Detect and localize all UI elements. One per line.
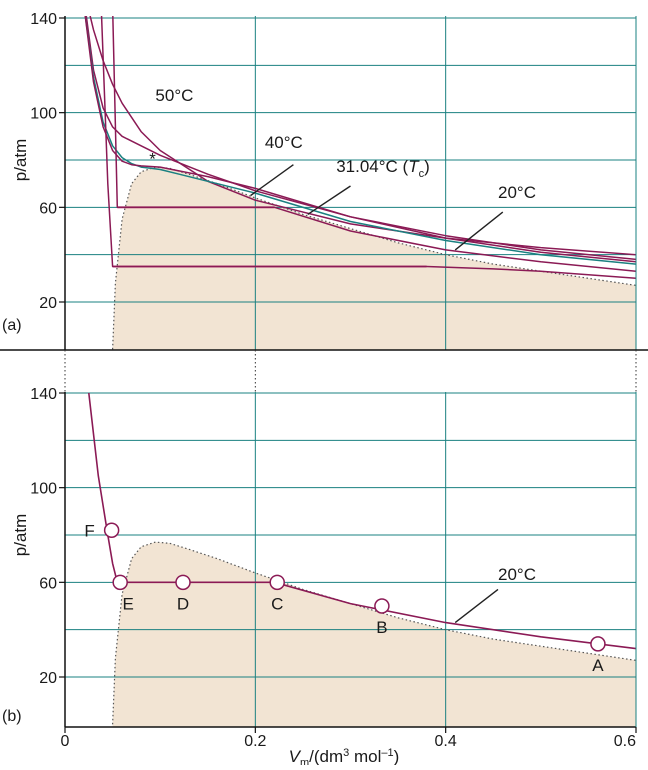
x-tick-label-b: 0.6 xyxy=(614,733,636,750)
annotation-a-part: 31.04°C ( xyxy=(336,157,408,176)
x-axis-label-part-4: mol xyxy=(349,747,381,765)
annotation-a-0: 50°C xyxy=(155,86,193,105)
state-point-label-b: B xyxy=(376,618,387,637)
annotation-a-sub: c xyxy=(419,168,425,180)
x-axis-label-part-3: 3 xyxy=(343,747,349,759)
y-tick-label-a: 60 xyxy=(39,200,57,217)
isotherm-line-a-4 xyxy=(112,16,636,272)
y-tick-label-b: 140 xyxy=(30,386,57,403)
state-point-label-f: F xyxy=(84,521,94,540)
x-axis-label-part-2: /(dm xyxy=(309,747,343,765)
state-point-label-d: D xyxy=(177,594,189,613)
state-point-a xyxy=(590,636,606,652)
leader-line-a-2 xyxy=(454,211,504,251)
coexistence-region-b xyxy=(112,542,636,727)
y-tick-label-b: 20 xyxy=(39,670,57,687)
state-point-b xyxy=(374,598,390,614)
panel-label-b: (b) xyxy=(2,708,22,725)
state-point-f xyxy=(103,522,120,539)
leader-line-a-0 xyxy=(250,164,294,197)
x-axis-label-part-0: V xyxy=(289,747,302,765)
annotation-a-close: ) xyxy=(424,157,430,176)
x-tick-label-b: 0 xyxy=(61,733,70,750)
leader-line-a-1 xyxy=(307,185,351,215)
y-axis-label-b: p/atm xyxy=(11,514,30,557)
annotation-a-4: * xyxy=(149,150,156,169)
state-point-e xyxy=(112,574,128,591)
state-point-d xyxy=(175,574,191,591)
panel-a-plot xyxy=(65,16,636,350)
x-axis-label-part-1: m xyxy=(300,757,309,765)
annotation-b-0: 20°C xyxy=(498,565,536,584)
x-axis-label: Vm/(dm3 mol–1) xyxy=(289,747,400,765)
isotherm-line-b xyxy=(88,392,636,650)
y-tick-label-b: 60 xyxy=(39,575,57,592)
panel-label-a: (a) xyxy=(2,317,22,334)
isotherm-line-a-2 xyxy=(84,16,636,265)
isotherm-line-a-5 xyxy=(100,16,636,280)
y-tick-label-b: 100 xyxy=(30,481,57,498)
state-point-c xyxy=(269,574,285,591)
isotherm-line-a-3 xyxy=(84,16,636,263)
coexistence-boundary-a xyxy=(112,166,636,350)
x-axis-label-part-6: ) xyxy=(394,747,400,765)
annotation-a-italic: T xyxy=(408,157,420,176)
y-tick-label-a: 100 xyxy=(30,106,57,123)
state-point-label-a: A xyxy=(592,656,604,675)
y-axis-label-a: p/atm xyxy=(11,139,30,182)
annotation-a-1: 40°C xyxy=(265,133,303,152)
coexistence-region-a xyxy=(112,167,636,350)
y-tick-label-a: 140 xyxy=(30,11,57,28)
leader-line-b-0 xyxy=(454,588,499,624)
panel-b-plot xyxy=(65,392,636,727)
annotation-a-3: 20°C xyxy=(498,183,536,202)
coexistence-boundary-b xyxy=(112,541,636,725)
state-point-label-c: C xyxy=(271,594,283,613)
y-tick-label-a: 20 xyxy=(39,295,57,312)
x-tick-label-b: 0.2 xyxy=(244,733,266,750)
x-axis-label-part-5: –1 xyxy=(381,747,393,759)
annotation-a-2: 31.04°C (Tc) xyxy=(336,157,430,180)
x-tick-label-b: 0.4 xyxy=(435,733,457,750)
state-point-label-e: E xyxy=(123,594,134,613)
